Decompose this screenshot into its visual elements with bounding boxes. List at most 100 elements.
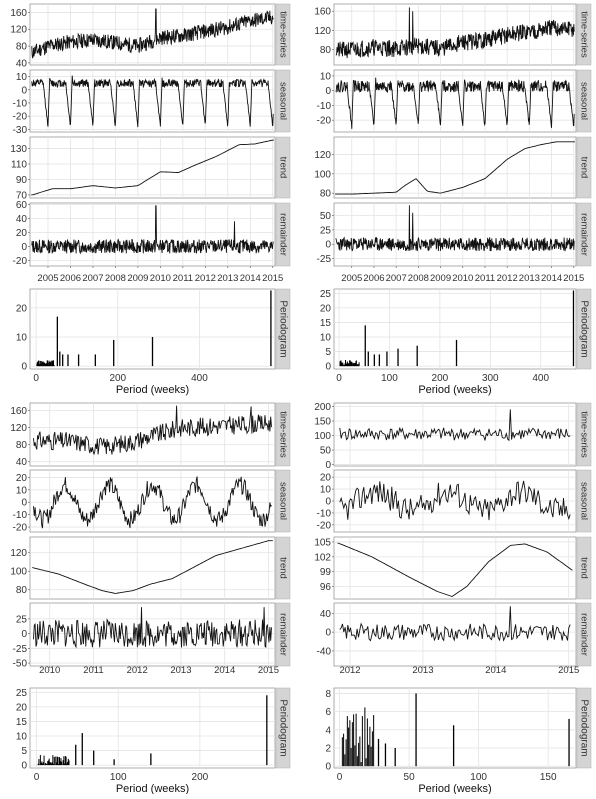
facet-strip xyxy=(576,136,592,199)
panel-frame xyxy=(333,536,577,600)
x-tick-label: 2014 xyxy=(240,273,261,284)
facet-strip-label: remainder xyxy=(278,213,289,256)
y-tick-label: 20 xyxy=(320,473,332,484)
periodogram-y-tick-label: 15 xyxy=(320,318,332,329)
periodogram-x-tick-label: 200 xyxy=(109,373,126,384)
decomposition-quadrant-top-left: 40 80 120 160 time-series -30 -20 -10 0 10 seasona… xyxy=(10,3,291,396)
y-tick-label: 80 xyxy=(16,585,28,596)
y-tick-label: 120 xyxy=(314,150,331,161)
periodogram-y-tick-label: 20 xyxy=(320,303,332,314)
panel-frame xyxy=(29,469,276,533)
x-tick-label: 2012 xyxy=(497,273,518,284)
periodogram-x-tick-label: 200 xyxy=(432,373,449,384)
x-tick-label: 2010 xyxy=(39,665,60,676)
periodogram-frame xyxy=(333,288,577,370)
series-line-remainder xyxy=(339,606,571,642)
y-tick-label: 20 xyxy=(16,473,28,484)
facet-strip-label: seasonal xyxy=(579,82,590,120)
facet-strip xyxy=(275,202,291,267)
periodogram-x-axis-label: Period (weeks) xyxy=(418,783,491,794)
y-tick-label: 102 xyxy=(314,552,331,563)
panel-frame xyxy=(333,402,577,467)
periodogram-x-tick-label: 0 xyxy=(337,772,343,783)
series-line-seasonal xyxy=(339,480,571,521)
series-line-remainder xyxy=(31,205,274,255)
periodogram-x-tick-label: 0 xyxy=(34,772,40,783)
periodogram-y-tick-label: 0 xyxy=(325,762,331,773)
facet-strip-label: time-series xyxy=(579,11,590,58)
series-line-time-series xyxy=(335,7,575,59)
x-tick-label: 2006 xyxy=(363,273,384,284)
panel-frame xyxy=(29,3,276,66)
y-tick-label: -20 xyxy=(13,112,28,123)
series-line-trend xyxy=(31,139,274,196)
periodogram-strip xyxy=(576,687,592,769)
series-line-seasonal xyxy=(33,476,272,529)
y-tick-label: 50 xyxy=(320,446,332,457)
panel-frame xyxy=(333,136,577,199)
y-tick-label: 0 xyxy=(325,86,331,97)
x-tick-label: 2010 xyxy=(150,273,171,284)
panel-frame xyxy=(333,202,577,267)
facet-strip xyxy=(576,402,592,467)
periodogram-x-tick-label: 200 xyxy=(192,772,209,783)
y-tick-label: 110 xyxy=(11,160,27,171)
y-tick-label: -25 xyxy=(317,254,332,265)
periodogram-x-axis-label: Period (weeks) xyxy=(418,384,491,396)
y-tick-label: 100 xyxy=(314,431,331,442)
periodogram-strip xyxy=(576,288,592,370)
facet-strip xyxy=(576,3,592,66)
y-tick-label: 0 xyxy=(325,460,331,471)
y-tick-label: 120 xyxy=(10,423,27,434)
periodogram-y-tick-label: 0 xyxy=(325,362,331,373)
y-tick-label: -20 xyxy=(317,520,332,531)
x-tick-label: 2009 xyxy=(127,273,148,284)
series-line-trend xyxy=(32,540,273,594)
facet-strip xyxy=(275,469,291,533)
periodogram-y-tick-label: 5 xyxy=(21,746,27,757)
y-tick-label: 0 xyxy=(325,628,331,639)
y-tick-label: 50 xyxy=(320,211,332,222)
x-tick-label: 2013 xyxy=(412,665,433,676)
x-tick-label: 2011 xyxy=(83,665,103,676)
y-tick-label: 80 xyxy=(320,45,332,56)
x-tick-label: 2013 xyxy=(519,273,540,284)
x-tick-label: 2012 xyxy=(195,273,216,284)
y-tick-label: 40 xyxy=(320,609,332,620)
series-line-seasonal xyxy=(335,77,575,129)
y-tick-label: 70 xyxy=(16,190,28,201)
facet-strip-label: trend xyxy=(278,557,289,579)
x-tick-label: 2011 xyxy=(173,273,193,284)
periodogram-y-tick-label: 5 xyxy=(325,347,331,358)
x-tick-label: 2010 xyxy=(452,273,473,284)
periodogram-x-axis-label: Period (weeks) xyxy=(116,783,189,794)
x-tick-label: 2009 xyxy=(430,273,451,284)
y-tick-label: -20 xyxy=(13,523,28,534)
periodogram-strip-label: Periodogram xyxy=(579,699,590,756)
facet-strip xyxy=(275,136,291,199)
y-tick-label: -50 xyxy=(13,659,28,670)
periodogram-strip xyxy=(275,687,291,769)
x-tick-label: 2015 xyxy=(558,665,579,676)
x-tick-label: 2005 xyxy=(37,273,58,284)
x-tick-label: 2012 xyxy=(339,665,360,676)
y-tick-label: 10 xyxy=(16,72,28,83)
facet-strip-label: seasonal xyxy=(278,82,289,120)
periodogram-y-tick-label: 15 xyxy=(16,717,28,728)
y-tick-label: 10 xyxy=(320,485,332,496)
y-tick-label: 0 xyxy=(21,242,27,253)
y-tick-label: -20 xyxy=(317,116,332,127)
periodogram-y-tick-label: 10 xyxy=(16,333,28,344)
series-line-remainder xyxy=(335,205,575,252)
facet-strip-label: trend xyxy=(278,157,289,179)
x-tick-label: 2014 xyxy=(541,273,562,284)
x-tick-label: 2007 xyxy=(386,273,407,284)
periodogram-x-tick-label: 150 xyxy=(540,772,557,783)
x-tick-label: 2008 xyxy=(408,273,429,284)
y-tick-label: 100 xyxy=(10,567,27,578)
facet-strip-label: remainder xyxy=(579,613,590,656)
y-tick-label: 120 xyxy=(10,548,27,559)
periodogram-x-tick-label: 400 xyxy=(532,373,549,384)
series-line-trend xyxy=(337,542,573,597)
periodogram-y-tick-label: 20 xyxy=(16,303,28,314)
